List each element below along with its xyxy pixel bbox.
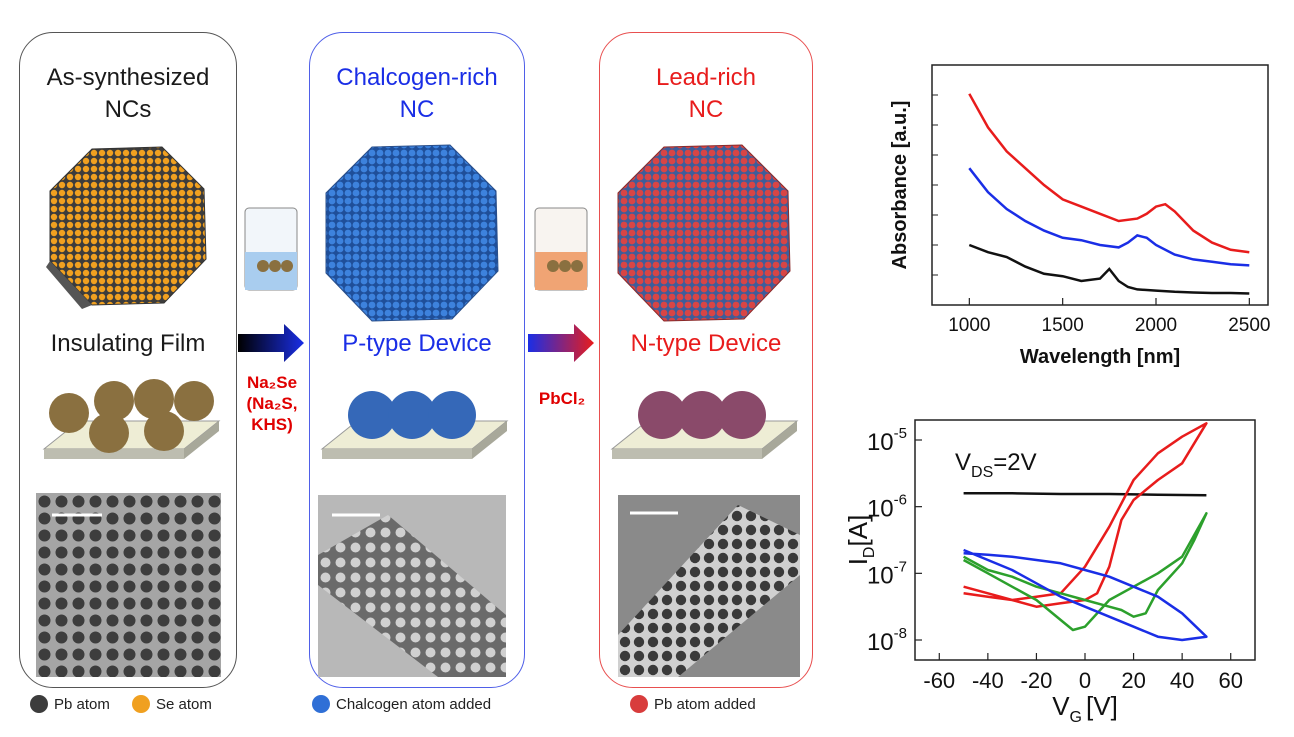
panel-1-film-label: Insulating Film [50,330,206,357]
panel-2-film-label: P-type Device [342,330,492,357]
nanocrystal-graphic-chalcogen [325,144,499,322]
reagent-pbcl2-label: PbCl₂ [538,389,586,408]
absorbance-chart: 1000 1500 2000 2500 Wavelength [nm] Absorba… [889,64,1270,368]
transfer-series-1 [963,422,1208,608]
transfer-x-tick-label: -40 [972,668,1004,693]
panel-2-title-line1: Chalcogen-rich [336,64,498,91]
transfer-x-tick-label: 0 [1079,668,1091,693]
transfer-series-2 [962,512,1208,632]
reagent-na2se-line3: KHS) [251,415,293,434]
transfer-series-3 [963,548,1208,642]
legend-pb-atom: Pb atom [30,695,110,713]
pb-added-atom-icon [630,695,648,713]
panel-as-synthesized: As-synthesized NCs Insulating Film [19,32,237,688]
film-graphic-n-type [610,391,799,459]
tem-image-n-type [618,495,800,677]
panel-1-title-line1: As-synthesized [46,64,210,91]
transfer-y-axis-label: ID[A] [845,515,878,566]
tem-image-as-synthesized [36,493,221,677]
absorbance-series-0 [968,93,1250,254]
panel-chalcogen-rich: Chalcogen-rich NC P-type Device [309,32,525,688]
legend-se-atom: Se atom [132,695,212,713]
absorbance-x-tick-label: 2000 [1135,315,1177,336]
beaker-icon-na2se [244,207,298,291]
reagent-na2se-label: Na₂Se (Na₂S, KHS) [238,372,306,435]
absorbance-x-tick-label: 1500 [1042,315,1084,336]
panel-2-title-line2: NC [399,96,435,123]
transfer-x-tick-label: 20 [1121,668,1145,693]
film-graphic-insulating [42,379,221,459]
transfer-x-tick-label: -60 [923,668,955,693]
absorbance-x-tick-label: 2500 [1228,315,1270,336]
arrow-to-n-type [528,324,594,362]
transfer-y-tick-label: 10-5 [867,425,907,456]
pb-atom-icon [30,695,48,713]
transfer-series-0 [963,492,1207,497]
film-graphic-p-type [320,391,509,459]
legend-chalcogen-atom: Chalcogen atom added [312,695,491,713]
absorbance-y-axis-label: Absorbance [a.u.] [889,101,911,270]
transfer-y-tick-label: 10-8 [867,625,907,656]
transfer-x-axis-label: VG [V] [1052,691,1118,726]
nanocrystal-graphic-pb-se [46,146,207,309]
chalcogen-atom-icon [312,695,330,713]
reagent-na2se-line1: Na₂Se [246,373,298,392]
absorbance-series-1 [968,167,1250,267]
transfer-x-tick-label: -20 [1021,668,1053,693]
transfer-x-tick-label: 40 [1170,668,1194,693]
panel-3-title-line1: Lead-rich [655,64,757,91]
legend-pb-label: Pb atom [54,695,110,713]
absorbance-x-tick-label: 1000 [948,315,990,336]
legend-pb-added: Pb atom added [630,695,756,713]
absorbance-x-axis-label: Wavelength [nm] [1020,346,1180,368]
absorbance-series-2 [968,243,1250,295]
panel-3-title-line2: NC [688,96,724,123]
legend-chalcogen-label: Chalcogen atom added [336,695,492,713]
panel-lead-rich: Lead-rich NC N-type Device [599,32,813,688]
reagent-na2se-line2: (Na₂S, [246,394,298,413]
beaker-icon-pbcl2 [534,207,588,291]
tem-image-p-type [318,495,506,677]
transfer-x-tick-label: 60 [1218,668,1242,693]
transfer-y-tick-label: 10-6 [867,492,907,523]
panel-1-title-line2: NCs [104,96,152,123]
vds-annotation: VDS=2V [955,449,1037,481]
nanocrystal-graphic-lead [617,144,791,322]
arrow-to-p-type [238,324,304,362]
legend-se-label: Se atom [156,695,212,713]
legend-pb-added-label: Pb atom added [654,695,756,713]
se-atom-icon [132,695,150,713]
panel-3-film-label: N-type Device [630,330,782,357]
transfer-y-tick-label: 10-7 [867,558,907,589]
